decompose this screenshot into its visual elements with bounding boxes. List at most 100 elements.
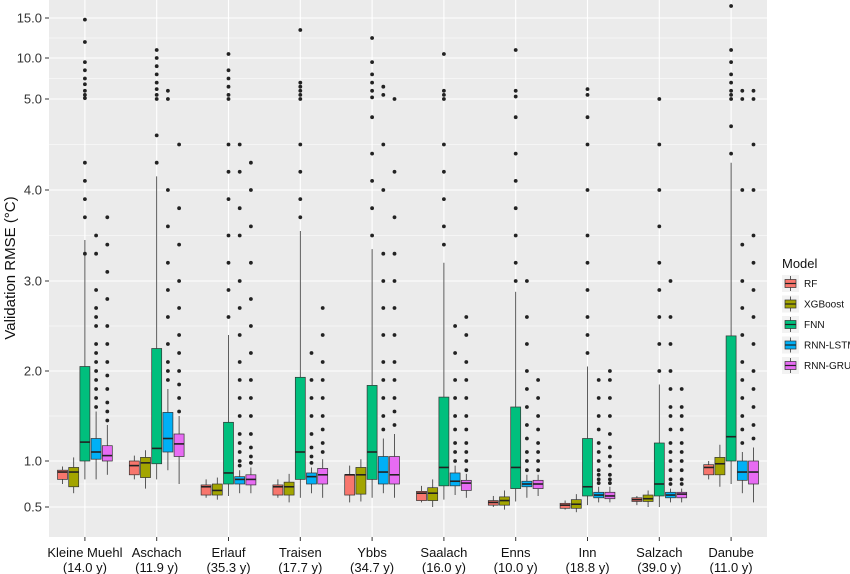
box <box>714 444 726 487</box>
outlier-point <box>105 242 110 247</box>
outlier-point <box>525 279 529 283</box>
outlier-point <box>370 206 374 211</box>
box-iqr <box>736 460 748 481</box>
outlier-point <box>309 454 314 459</box>
box <box>582 87 593 506</box>
outlier-point <box>525 342 529 346</box>
outlier-point <box>464 360 469 364</box>
outlier-point <box>381 142 386 147</box>
outlier-point <box>679 414 684 418</box>
outlier-point <box>392 169 397 174</box>
outlier-point <box>154 80 159 85</box>
box-iqr <box>714 457 726 476</box>
outlier-point <box>105 387 110 391</box>
box-iqr <box>211 483 223 496</box>
outlier-point <box>751 387 756 391</box>
box-iqr <box>366 385 378 480</box>
outlier-point <box>166 88 170 93</box>
outlier-point <box>249 454 253 459</box>
outlier-point <box>442 93 446 97</box>
outlier-point <box>608 396 612 400</box>
outlier-point <box>525 315 529 319</box>
outlier-point <box>154 56 159 60</box>
box-iqr <box>306 472 317 485</box>
outlier-point <box>513 233 518 238</box>
outlier-point <box>177 242 182 247</box>
box-iqr <box>389 456 400 485</box>
outlier-point <box>729 80 733 85</box>
outlier-point <box>249 396 253 400</box>
outlier-point <box>751 423 756 427</box>
box <box>736 88 748 494</box>
outlier-point <box>657 342 662 346</box>
outlier-point <box>166 188 170 192</box>
outlier-point <box>370 88 374 93</box>
outlier-point <box>237 279 242 283</box>
outlier-point <box>608 445 612 450</box>
outlier-point <box>309 396 314 400</box>
outlier-point <box>226 142 231 147</box>
outlier-point <box>668 369 673 373</box>
outlier-point <box>453 351 457 355</box>
outlier-point <box>464 378 469 382</box>
outlier-point <box>320 414 325 418</box>
outlier-point <box>105 418 110 423</box>
series-xgboost <box>68 444 726 513</box>
outlier-point <box>679 459 684 463</box>
series-fnn <box>79 4 737 507</box>
y-axis-ticks: 0.5 1.0 2.0 3.0 4.0 5.0 10.0 15.0 <box>17 11 49 515</box>
y-tick-label: 10.0 <box>17 51 42 66</box>
box <box>355 459 367 502</box>
outlier-point <box>94 288 98 292</box>
outlier-point <box>668 450 673 454</box>
series-rnn-gru <box>101 88 759 503</box>
outlier-point <box>608 378 612 382</box>
outlier-point <box>320 378 325 382</box>
outlier-point <box>226 68 231 73</box>
x-category-sublabel: (16.0 y) <box>422 560 466 574</box>
outlier-point <box>740 441 745 445</box>
boxplot-series <box>57 4 759 513</box>
outlier-point <box>154 93 159 97</box>
outlier-point <box>105 215 110 220</box>
outlier-point <box>237 169 242 174</box>
outlier-point <box>177 142 182 147</box>
outlier-point <box>309 378 314 382</box>
outlier-point <box>370 151 374 156</box>
box <box>593 378 605 503</box>
outlier-point <box>525 450 529 454</box>
outlier-point <box>249 297 253 301</box>
outlier-point <box>513 260 518 265</box>
outlier-point <box>657 260 662 265</box>
box <box>559 500 571 510</box>
box <box>653 97 665 507</box>
outlier-point <box>309 460 314 465</box>
outlier-point <box>525 436 529 441</box>
box-iqr <box>173 433 185 457</box>
outlier-point <box>657 188 662 192</box>
box-iqr <box>427 487 439 501</box>
outlier-point <box>608 369 612 373</box>
outlier-point <box>237 378 242 382</box>
outlier-point <box>668 441 673 445</box>
box <box>449 324 461 496</box>
outlier-point <box>679 482 684 486</box>
outlier-point <box>154 133 159 138</box>
outlier-point <box>166 224 170 229</box>
outlier-point <box>525 387 529 391</box>
outlier-point <box>381 84 386 89</box>
outlier-point <box>83 197 87 202</box>
x-category-label: Inn <box>578 545 596 560</box>
outlier-point <box>154 72 159 77</box>
outlier-point <box>740 279 745 283</box>
outlier-point <box>740 396 745 400</box>
outlier-point <box>83 82 87 87</box>
outlier-point <box>249 188 253 192</box>
outlier-point <box>608 414 612 418</box>
outlier-point <box>585 115 590 120</box>
outlier-point <box>94 405 98 409</box>
outlier-point <box>94 324 98 328</box>
outlier-point <box>585 315 590 319</box>
outlier-point <box>668 405 673 409</box>
